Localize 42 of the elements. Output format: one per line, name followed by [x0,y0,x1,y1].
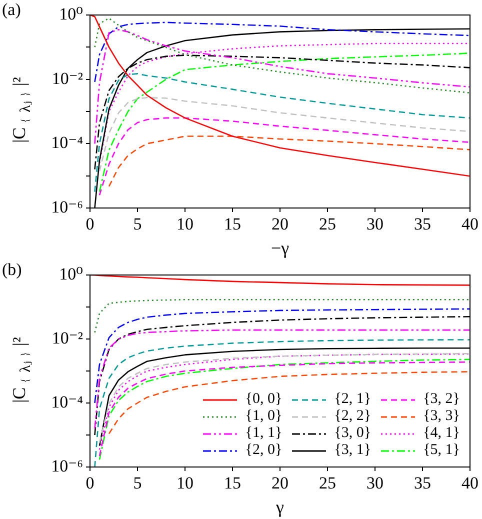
legend-label: {0, 0} [245,391,282,408]
legend-label: {3, 0} [334,425,372,442]
legend-label: {3, 3} [423,408,460,425]
legend-label: {1, 1} [245,425,282,442]
x-tick-label: 0 [86,474,94,493]
y-tick-label: 10⁻⁶ [51,456,84,476]
x-tick-label: 10 [176,474,194,493]
x-tick-label: 20 [272,474,288,493]
chart-title: (b) [2,260,22,280]
y-tick-label: 10⁻² [52,68,83,88]
x-tick-label: 15 [224,214,241,234]
y-tick-label: 10⁻⁴ [51,392,84,412]
x-tick-label: 35 [414,474,431,493]
x-tick-label: 20 [272,214,288,234]
x-tick-label: 0 [86,214,94,234]
x-tick-label: 10 [176,214,194,234]
legend-label: {1, 0} [245,408,282,425]
x-tick-label: 25 [319,474,336,493]
legend-label: {4, 1} [423,425,460,442]
x-tick-label: 30 [366,214,384,234]
x-tick-label: 5 [133,474,142,493]
legend-label: {2, 1} [334,391,372,408]
legend-label: {2, 0} [245,442,282,459]
x-tick-label: 40 [462,214,478,234]
legend-label: {3, 2} [423,391,460,408]
legend-label: {2, 2} [334,408,372,425]
x-axis-title: γ [275,496,284,517]
x-tick-label: 25 [319,214,336,234]
x-tick-label: 40 [462,474,478,493]
y-tick-label: 10⁻⁴ [51,133,84,152]
x-tick-label: 15 [224,474,241,493]
x-axis-title: −γ [270,238,290,258]
y-tick-label: 10⁰ [59,4,84,24]
x-tick-label: 5 [133,214,142,234]
x-tick-label: 35 [414,214,431,234]
legend-label: {3, 1} [334,442,372,459]
y-tick-label: 10⁻⁶ [51,197,84,216]
chart-title: (a) [2,0,21,20]
legend-label: {5, 1} [423,442,460,459]
y-tick-label: 10⁻² [52,328,83,348]
x-tick-label: 30 [366,474,384,493]
y-tick-label: 10⁰ [59,264,84,284]
